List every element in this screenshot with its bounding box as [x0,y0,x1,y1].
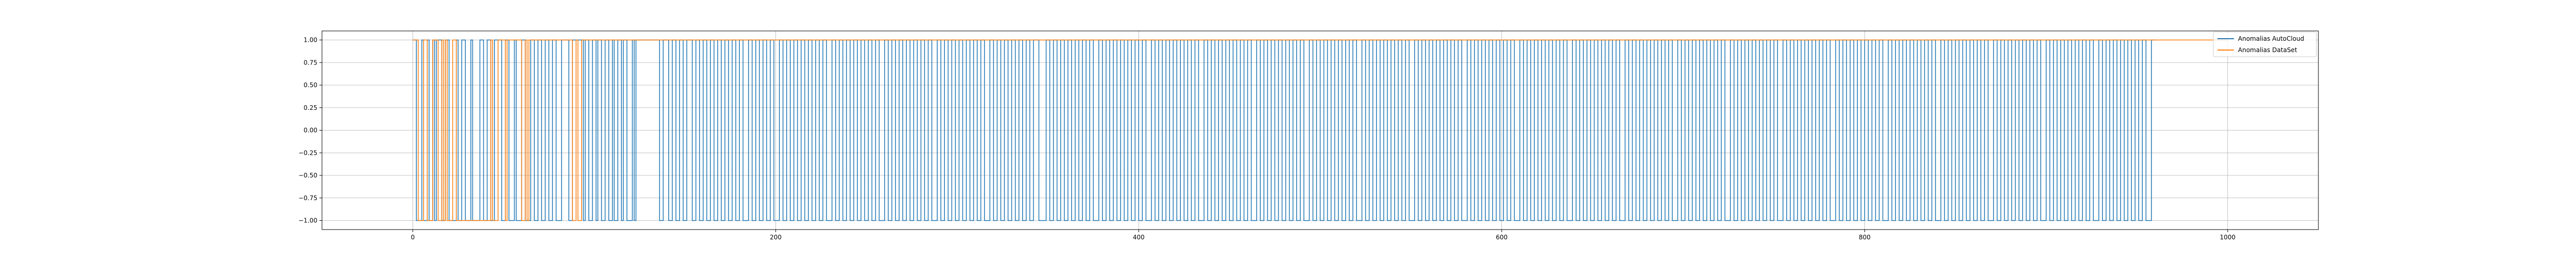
legend-label: Anomalias DataSet [2238,46,2297,54]
series-line-anomalias-autocloud [413,39,2155,221]
legend: Anomalias AutoCloud Anomalias DataSet [2213,31,2317,57]
y-tick-label: 0.25 [303,104,317,111]
y-tick-label: −0.50 [298,172,317,179]
y-tick-label: −0.75 [298,194,317,202]
y-tick-label: 0.00 [303,127,317,134]
series-line-anomalias-dataset [413,39,2228,221]
x-tick-label: 1000 [2220,234,2236,241]
y-tick-label: 0.75 [303,59,317,66]
x-tick-label: 0 [411,234,415,241]
x-tick-label: 200 [770,234,782,241]
legend-label: Anomalias AutoCloud [2238,35,2304,42]
axis-ticks: 0 200 400 600 800 1000 1.00 0.75 0.50 0.25 0.00 −0.… [298,37,2235,241]
x-tick-label: 800 [1859,234,1871,241]
y-tick-label: −1.00 [298,217,317,224]
x-tick-label: 400 [1133,234,1145,241]
y-tick-label: 1.00 [303,37,317,44]
y-tick-label: 0.50 [303,82,317,89]
y-tick-label: −0.25 [298,149,317,156]
series-lines [413,39,2228,221]
legend-frame [2213,31,2317,57]
x-tick-label: 600 [1496,234,1507,241]
